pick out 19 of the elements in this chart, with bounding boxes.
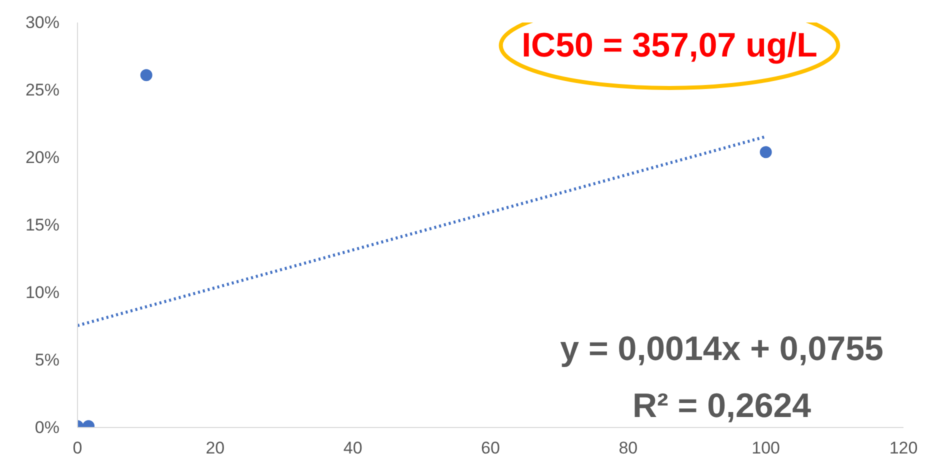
annotation: IC50 = 357,07 ug/L	[522, 26, 818, 64]
y-tick-label: 25%	[25, 80, 60, 100]
y-tick-label: 10%	[25, 283, 60, 302]
y-tick-label: 15%	[25, 216, 60, 234]
point	[760, 146, 772, 158]
y-tick-label: 20%	[25, 148, 60, 167]
y-tick-label: 5%	[34, 350, 60, 370]
x-tick-label: 40	[343, 438, 362, 458]
x-tick-label: 20	[206, 438, 225, 458]
x-tick-label: 100	[752, 438, 780, 458]
x-tick-label: 120	[889, 438, 918, 458]
x-tick-label: 80	[618, 438, 638, 458]
point	[140, 69, 152, 82]
annotation: R² = 0,2624	[632, 386, 812, 425]
y-tick-label: 30%	[25, 13, 60, 32]
y-tick-label: 0%	[34, 418, 60, 437]
x-tick-label: 0	[72, 438, 82, 458]
annotation: y = 0,0014x + 0,0755	[560, 330, 884, 368]
x-tick-label: 60	[481, 438, 500, 458]
